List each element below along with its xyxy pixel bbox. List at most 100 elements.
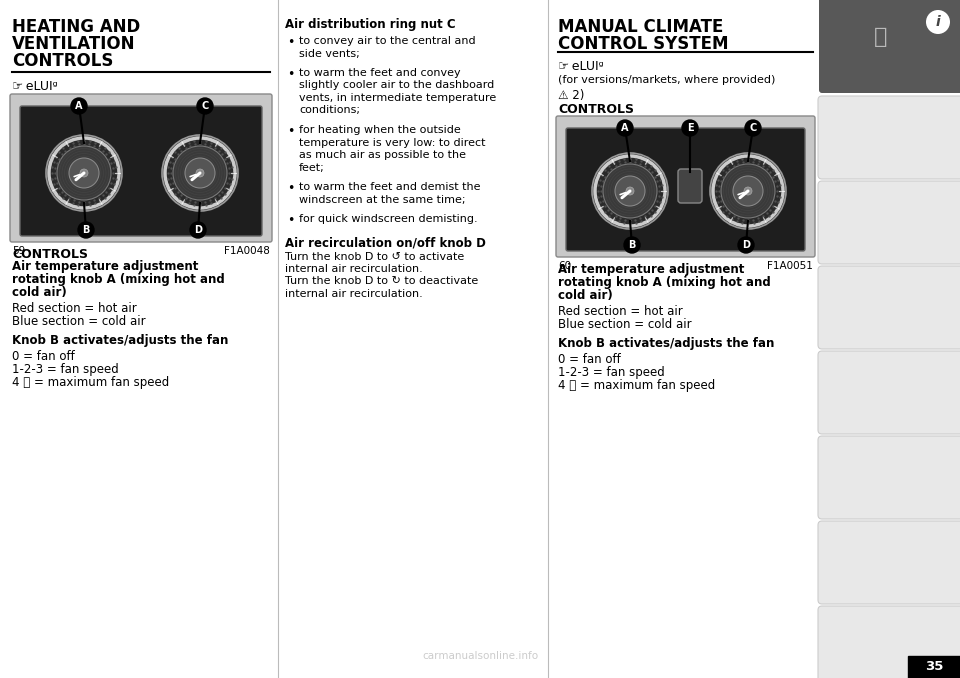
Text: rotating knob A (mixing hot and: rotating knob A (mixing hot and xyxy=(558,276,771,289)
Text: conditions;: conditions; xyxy=(299,106,360,115)
Text: Turn the knob D to ↻ to deactivate: Turn the knob D to ↻ to deactivate xyxy=(285,277,478,287)
Text: to convey air to the central and: to convey air to the central and xyxy=(299,36,475,46)
Circle shape xyxy=(926,10,950,34)
Text: 35: 35 xyxy=(924,660,943,673)
Text: 1-2-3 = fan speed: 1-2-3 = fan speed xyxy=(558,366,664,379)
Circle shape xyxy=(69,158,99,188)
Text: C: C xyxy=(202,101,208,111)
FancyBboxPatch shape xyxy=(20,106,262,236)
Text: Air temperature adjustment: Air temperature adjustment xyxy=(12,260,199,273)
Text: Blue section = cold air: Blue section = cold air xyxy=(12,315,146,328)
Text: Air temperature adjustment: Air temperature adjustment xyxy=(558,263,744,276)
Text: 4 Ⓟ = maximum fan speed: 4 Ⓟ = maximum fan speed xyxy=(558,379,715,392)
Text: D: D xyxy=(742,240,750,250)
Text: Air recirculation on/off knob D: Air recirculation on/off knob D xyxy=(285,237,486,250)
Circle shape xyxy=(80,169,88,177)
Text: F1A0048: F1A0048 xyxy=(224,246,270,256)
FancyBboxPatch shape xyxy=(818,351,960,434)
FancyBboxPatch shape xyxy=(818,606,960,678)
FancyBboxPatch shape xyxy=(818,181,960,264)
Text: ☞ eLUIᵍ: ☞ eLUIᵍ xyxy=(12,80,58,93)
Circle shape xyxy=(71,98,87,114)
Text: to warm the feet and convey: to warm the feet and convey xyxy=(299,68,461,78)
Text: as much air as possible to the: as much air as possible to the xyxy=(299,150,466,160)
Circle shape xyxy=(592,153,668,229)
Text: 🚗: 🚗 xyxy=(875,27,888,47)
Text: 1-2-3 = fan speed: 1-2-3 = fan speed xyxy=(12,363,119,376)
FancyBboxPatch shape xyxy=(908,656,960,678)
FancyBboxPatch shape xyxy=(818,521,960,604)
Text: A: A xyxy=(75,101,83,111)
Circle shape xyxy=(615,176,645,206)
Circle shape xyxy=(733,176,763,206)
Circle shape xyxy=(738,237,754,253)
Circle shape xyxy=(745,120,761,136)
Text: Knob B activates/adjusts the fan: Knob B activates/adjusts the fan xyxy=(558,337,775,350)
FancyBboxPatch shape xyxy=(10,94,272,242)
Text: temperature is very low: to direct: temperature is very low: to direct xyxy=(299,138,486,148)
FancyBboxPatch shape xyxy=(556,116,815,257)
FancyBboxPatch shape xyxy=(818,436,960,519)
Text: VENTILATION: VENTILATION xyxy=(12,35,135,53)
Text: ⚠ 2): ⚠ 2) xyxy=(558,89,585,102)
FancyBboxPatch shape xyxy=(818,96,960,179)
Text: CONTROL SYSTEM: CONTROL SYSTEM xyxy=(558,35,729,53)
Text: slightly cooler air to the dashboard: slightly cooler air to the dashboard xyxy=(299,81,494,90)
Text: E: E xyxy=(686,123,693,133)
Text: internal air recirculation.: internal air recirculation. xyxy=(285,264,422,274)
Text: vents, in intermediate temperature: vents, in intermediate temperature xyxy=(299,93,496,103)
Text: •: • xyxy=(287,214,295,227)
Text: Blue section = cold air: Blue section = cold air xyxy=(558,318,691,331)
Text: •: • xyxy=(287,125,295,138)
Circle shape xyxy=(185,158,215,188)
Text: CONTROLS: CONTROLS xyxy=(558,103,634,116)
Circle shape xyxy=(46,135,122,211)
Text: B: B xyxy=(83,225,89,235)
Circle shape xyxy=(196,169,204,177)
Text: rotating knob A (mixing hot and: rotating knob A (mixing hot and xyxy=(12,273,225,286)
Text: Red section = hot air: Red section = hot air xyxy=(558,305,683,318)
Circle shape xyxy=(197,98,213,114)
FancyBboxPatch shape xyxy=(818,266,960,349)
Text: to warm the feet and demist the: to warm the feet and demist the xyxy=(299,182,481,192)
Circle shape xyxy=(173,146,227,200)
Text: i: i xyxy=(936,15,941,29)
Text: windscreen at the same time;: windscreen at the same time; xyxy=(299,195,466,205)
Text: CONTROLS: CONTROLS xyxy=(12,52,113,70)
Text: Air distribution ring nut C: Air distribution ring nut C xyxy=(285,18,456,31)
Circle shape xyxy=(78,222,94,238)
Text: 4 Ⓟ = maximum fan speed: 4 Ⓟ = maximum fan speed xyxy=(12,376,169,389)
Circle shape xyxy=(626,187,634,195)
Text: HEATING AND: HEATING AND xyxy=(12,18,140,36)
FancyBboxPatch shape xyxy=(678,169,702,203)
Text: 0 = fan off: 0 = fan off xyxy=(12,350,75,363)
Text: 60: 60 xyxy=(558,261,571,271)
Circle shape xyxy=(617,120,633,136)
Text: D: D xyxy=(194,225,202,235)
Text: carmanualsonline.info: carmanualsonline.info xyxy=(422,651,538,661)
Circle shape xyxy=(603,164,657,218)
Text: cold air): cold air) xyxy=(558,289,612,302)
FancyBboxPatch shape xyxy=(566,128,805,251)
Circle shape xyxy=(710,153,786,229)
Text: feet;: feet; xyxy=(299,163,324,172)
Text: Knob B activates/adjusts the fan: Knob B activates/adjusts the fan xyxy=(12,334,228,347)
Text: •: • xyxy=(287,182,295,195)
Circle shape xyxy=(682,120,698,136)
Text: for heating when the outside: for heating when the outside xyxy=(299,125,461,135)
Text: internal air recirculation.: internal air recirculation. xyxy=(285,289,422,299)
Text: •: • xyxy=(287,68,295,81)
Text: 59: 59 xyxy=(12,246,25,256)
Text: side vents;: side vents; xyxy=(299,49,360,58)
Text: C: C xyxy=(750,123,756,133)
FancyBboxPatch shape xyxy=(819,0,960,93)
Circle shape xyxy=(57,146,111,200)
Text: (for versions/markets, where provided): (for versions/markets, where provided) xyxy=(558,75,776,85)
Circle shape xyxy=(721,164,775,218)
Text: Red section = hot air: Red section = hot air xyxy=(12,302,136,315)
Text: for quick windscreen demisting.: for quick windscreen demisting. xyxy=(299,214,478,224)
Circle shape xyxy=(190,222,206,238)
Circle shape xyxy=(624,237,640,253)
Circle shape xyxy=(744,187,752,195)
Circle shape xyxy=(162,135,238,211)
